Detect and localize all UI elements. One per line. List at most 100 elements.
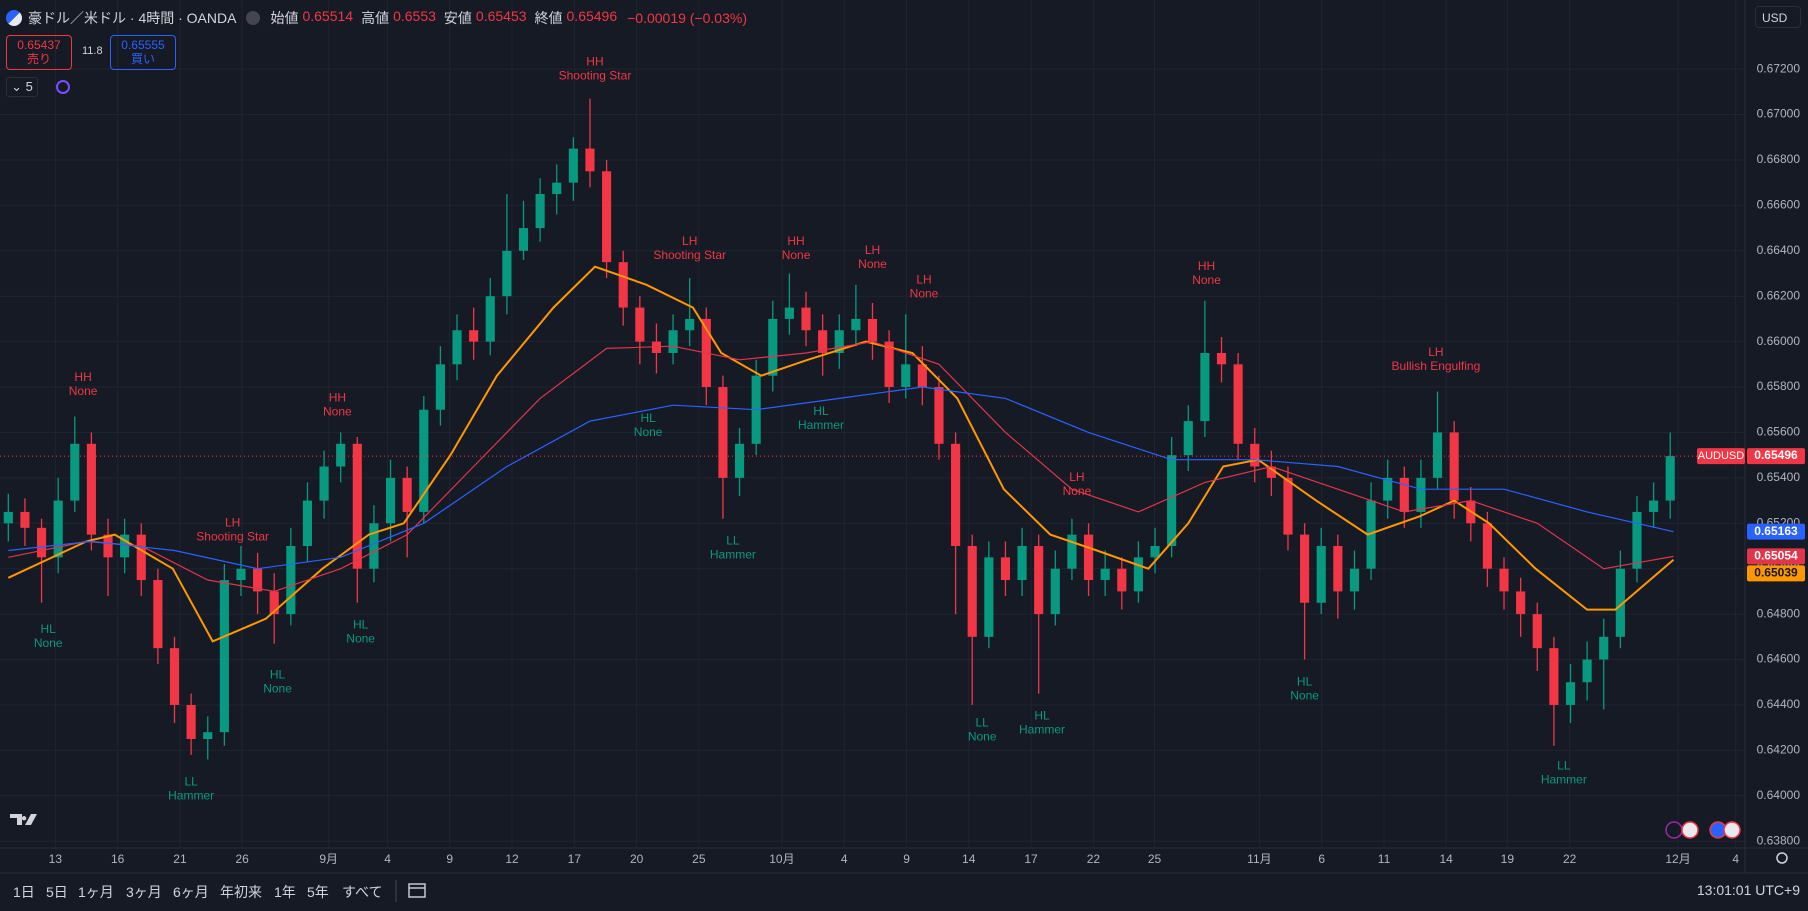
candle-body (1067, 534, 1077, 569)
candle-body (1283, 477, 1293, 535)
candle-body (236, 568, 246, 581)
range-button[interactable]: すべて (342, 884, 383, 900)
candle-body (901, 364, 911, 388)
currency-button[interactable]: USD (1755, 6, 1801, 28)
pattern-name: Hammer (798, 418, 844, 432)
candle-body (1665, 456, 1675, 501)
candle-body (668, 330, 678, 353)
candle-body (86, 443, 96, 535)
x-tick-label: 16 (111, 852, 125, 866)
ohlc-label: 終値 (534, 10, 563, 26)
range-button[interactable]: 5日 (46, 884, 68, 900)
y-tick-label: 0.64800 (1757, 606, 1801, 620)
pattern-name: None (1192, 273, 1221, 287)
range-button[interactable]: 年初来 (220, 884, 262, 900)
y-tick-label: 0.67200 (1757, 61, 1801, 75)
x-tick-label: 12月 (1665, 852, 1690, 866)
candle-body (818, 330, 828, 353)
price-tag (1747, 448, 1805, 465)
range-button[interactable]: 6ヶ月 (173, 884, 209, 900)
x-tick-label: 22 (1087, 852, 1101, 866)
change: −0.00019 (−0.03%) (627, 10, 747, 26)
pattern-label: HL (640, 411, 656, 425)
pattern-label: LH (225, 515, 240, 529)
x-tick-label: 9 (446, 852, 453, 866)
pattern-name: None (69, 384, 98, 398)
pattern-label: LH (1069, 470, 1084, 484)
pattern-name: Hammer (1541, 772, 1587, 786)
candle-body (1117, 568, 1127, 592)
candle-body (385, 477, 396, 524)
buy-button[interactable]: 0.65555 買い (110, 35, 176, 70)
pattern-name: Hammer (1019, 722, 1065, 736)
candle-body (1383, 477, 1393, 501)
plot (0, 98, 1745, 760)
candle-body (402, 477, 412, 512)
candle-body (1167, 455, 1177, 546)
x-tick-label: 4 (1732, 852, 1739, 866)
candle-body (1266, 466, 1276, 478)
candle-body (369, 523, 379, 569)
range-button[interactable]: 1年 (274, 884, 296, 900)
pattern-label: LL (726, 534, 740, 548)
ohlc-value: 0.65453 (475, 8, 527, 24)
pattern-label: HL (1297, 674, 1313, 688)
range-button[interactable]: 5年 (307, 884, 329, 900)
pattern-name: Hammer (710, 548, 756, 562)
candle-body (718, 387, 728, 478)
symbol-tag-label: AUDUSD (1698, 450, 1745, 462)
pattern-label: LH (916, 272, 931, 286)
sell-label: 売り (26, 52, 51, 66)
y-tick-label: 0.65600 (1757, 425, 1801, 439)
candle-body (203, 732, 213, 740)
price-tags: AUDUSD 0.65496 0.65039 0.65054 0.65163 (1697, 448, 1805, 582)
pattern-label: HL (41, 622, 57, 636)
event-icons[interactable] (1665, 821, 1741, 839)
x-tick-label: 14 (1440, 852, 1454, 866)
y-tick-label: 0.66600 (1757, 198, 1801, 212)
calendar-icon[interactable] (395, 880, 426, 902)
y-tick-label: 0.64200 (1757, 743, 1801, 757)
pattern-name: Shooting Star (559, 68, 632, 82)
candle-body (1565, 682, 1576, 705)
range-button[interactable]: 1日 (13, 884, 35, 900)
pattern-name: None (634, 425, 663, 439)
symbol-title[interactable]: 豪ドル／米ドル · 4時間 · OANDA (28, 10, 237, 26)
pattern-name: Shooting Star (196, 529, 269, 543)
y-tick-label: 0.64000 (1757, 788, 1801, 802)
candle-body (1532, 614, 1542, 649)
y-tick-label: 0.66000 (1757, 334, 1801, 348)
candle-body (917, 364, 927, 388)
x-tick-label: 25 (1148, 852, 1162, 866)
clock: 13:01:01 UTC+9 (1696, 882, 1800, 898)
x-tick-label: 14 (962, 852, 976, 866)
pattern-name: Shooting Star (653, 248, 726, 262)
candle-body (1399, 477, 1409, 512)
candle-body (1216, 352, 1227, 365)
indicator-toggle[interactable]: ⌄ 5 (6, 77, 38, 97)
y-tick-label: 0.63800 (1757, 833, 1801, 847)
range-button[interactable]: 1ヶ月 (78, 884, 114, 900)
pattern-label: HL (353, 618, 369, 632)
sell-button[interactable]: 0.65437 売り (6, 35, 72, 70)
candle-body (186, 704, 196, 740)
spread: 11.8 (82, 45, 103, 57)
range-button[interactable]: 3ヶ月 (126, 884, 162, 900)
settings-icon[interactable] (1776, 852, 1788, 864)
indicator-icon[interactable] (56, 80, 70, 94)
x-tick-label: 19 (1501, 852, 1515, 866)
symbol-tag (1697, 448, 1745, 465)
candle-body (1133, 557, 1143, 592)
candle-body (53, 500, 63, 558)
candle-body (1432, 432, 1443, 478)
candle-body (103, 534, 113, 558)
candle-body (1316, 545, 1326, 603)
ohlc-value: 0.6553 (393, 8, 436, 24)
candle-body (1333, 545, 1343, 592)
candle-body (635, 307, 645, 342)
candle-body (967, 545, 977, 637)
candle-body (1233, 364, 1243, 444)
candle-body (1615, 568, 1625, 637)
y-tick-label: 0.65800 (1757, 379, 1801, 393)
